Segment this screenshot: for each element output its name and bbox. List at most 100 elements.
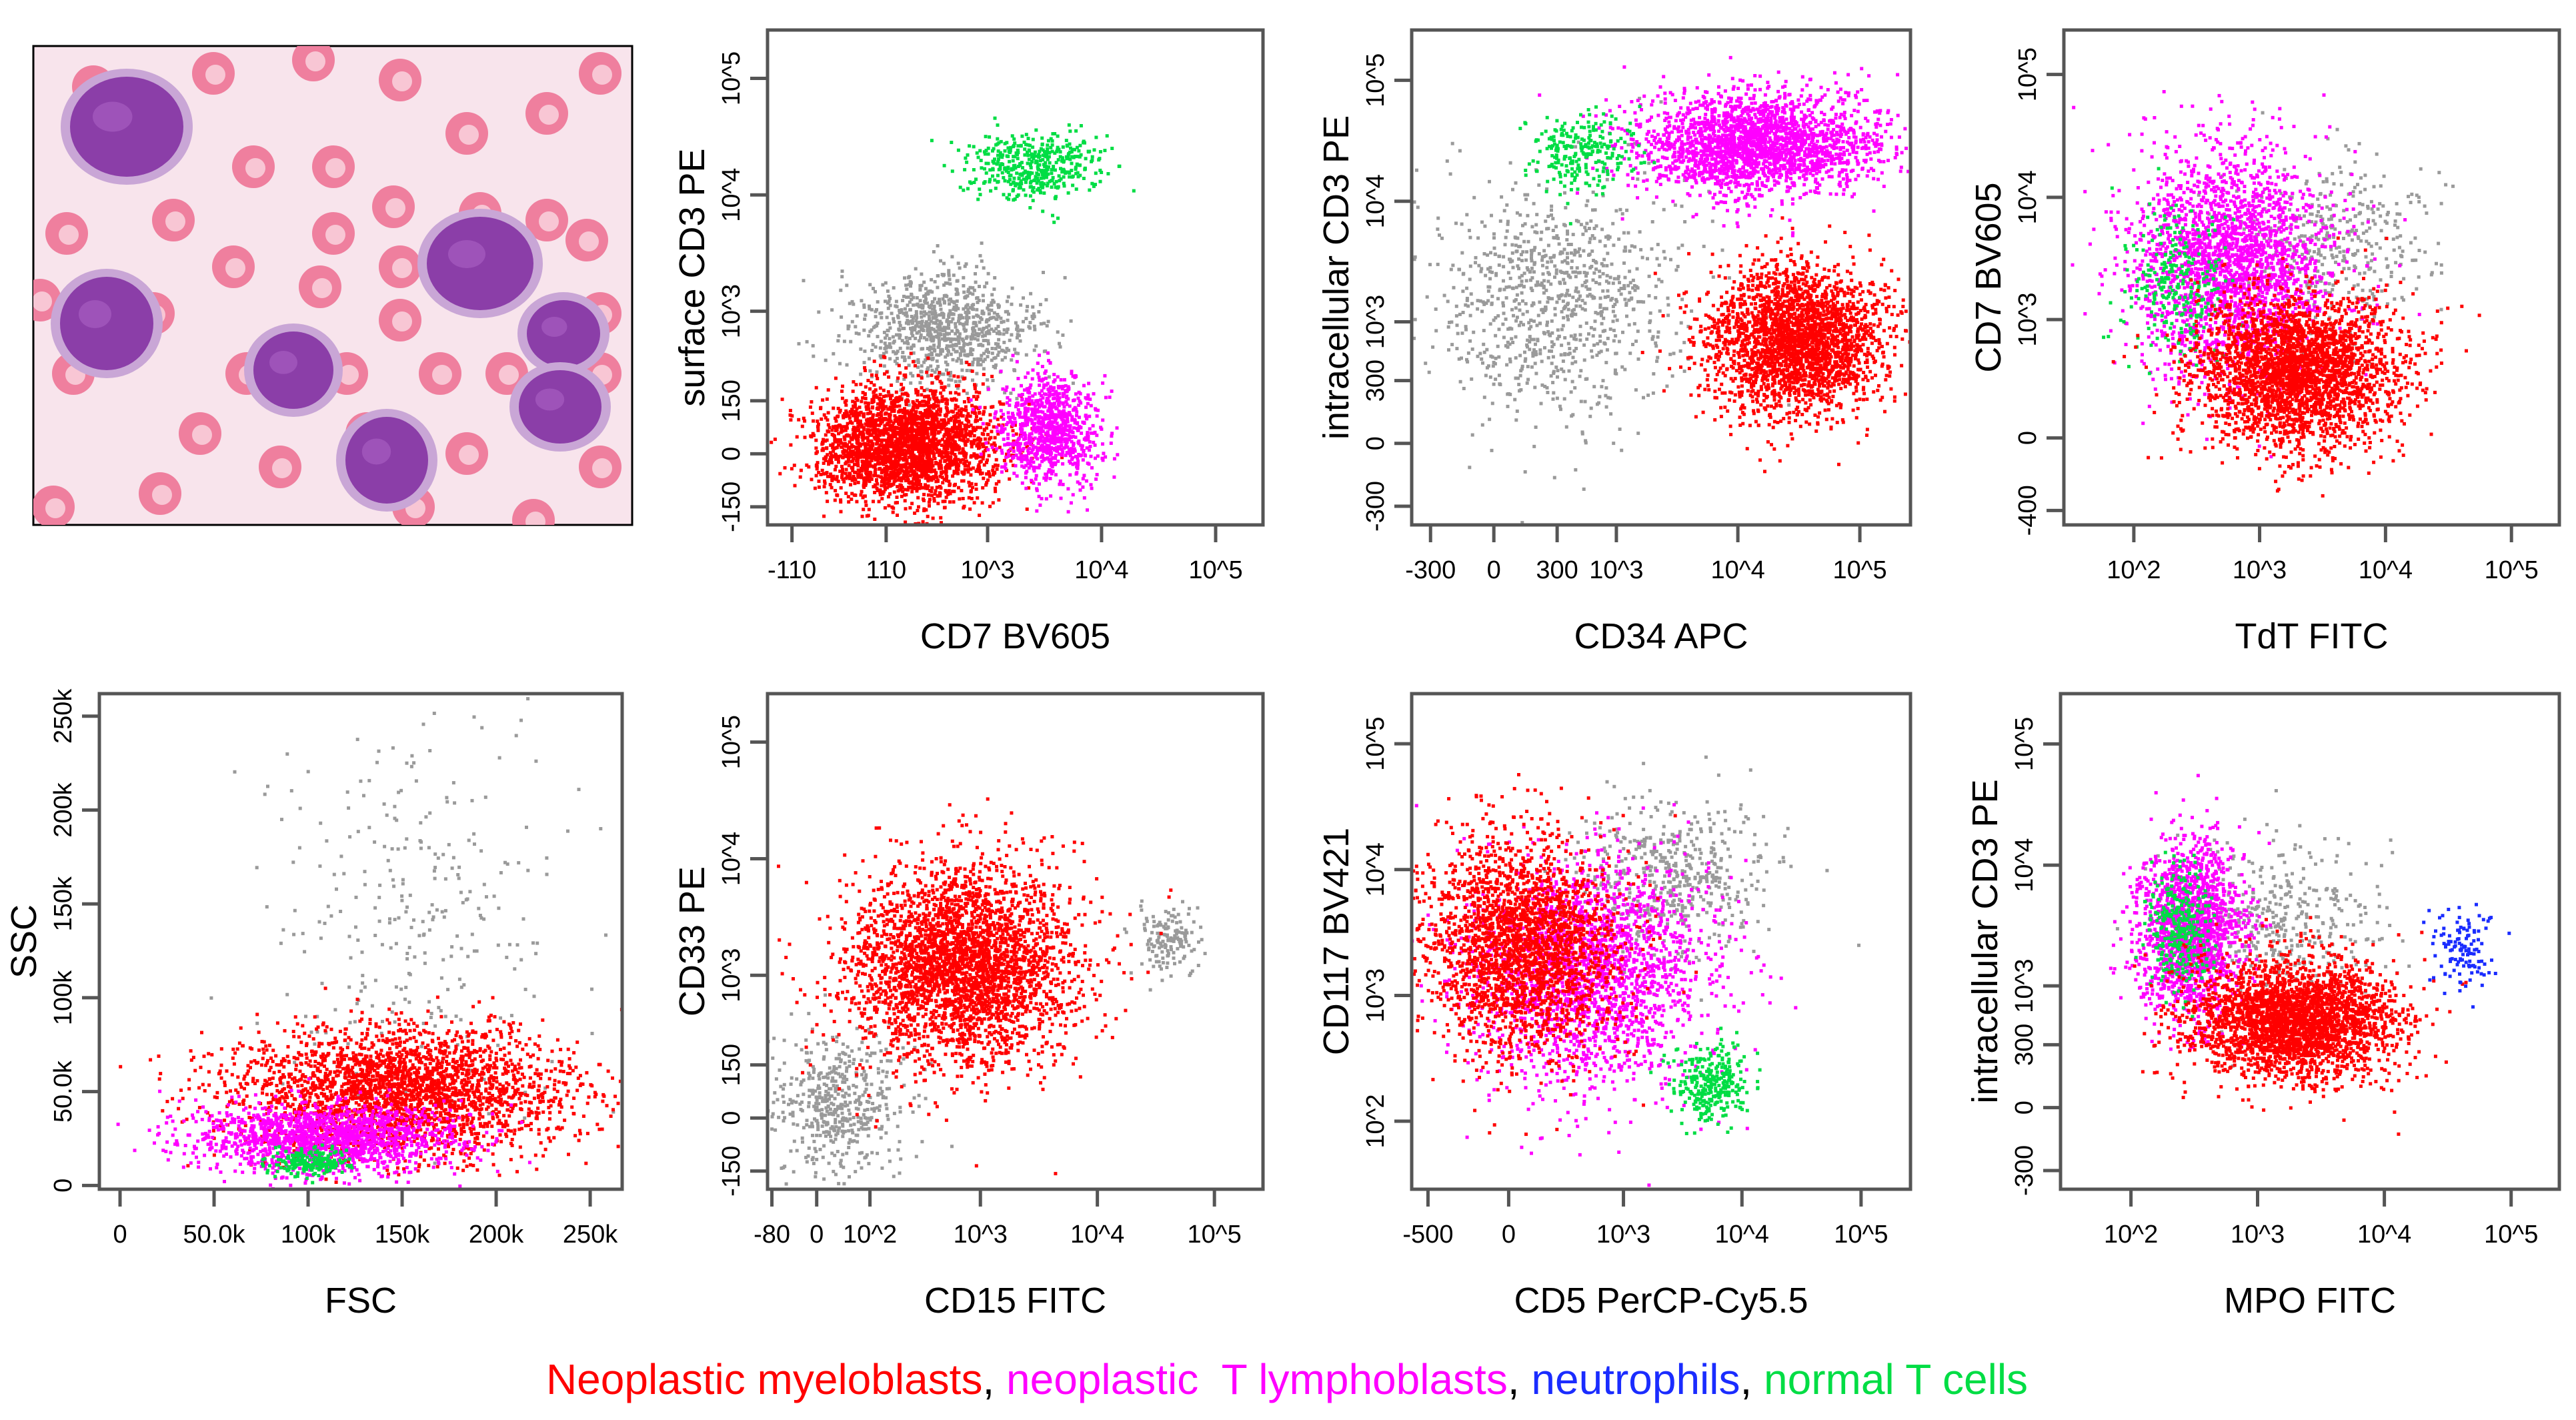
point-other (920, 364, 924, 368)
point-normal-t-cells (958, 185, 962, 189)
point-neoplastic-myeloblasts (922, 439, 925, 443)
point-neoplastic-myeloblasts (894, 458, 898, 462)
point-neoplastic-myeloblasts (850, 421, 854, 425)
point-other (993, 276, 997, 279)
point-neoplastic-myeloblasts (976, 444, 980, 448)
point-neoplastic-myeloblasts (820, 468, 824, 472)
point-neoplastic-myeloblasts (926, 463, 930, 467)
point-neoplastic-myeloblasts (880, 440, 884, 444)
point-neoplastic-myeloblasts (888, 458, 892, 462)
point-other (960, 368, 964, 372)
point-neoplastic-myeloblasts (907, 470, 911, 474)
point-neoplastic-t-lymphoblasts (1074, 407, 1078, 411)
point-other (920, 347, 924, 351)
point-neoplastic-myeloblasts (832, 449, 836, 453)
point-neoplastic-myeloblasts (900, 382, 904, 386)
point-normal-t-cells (1075, 145, 1079, 149)
point-normal-t-cells (1031, 145, 1035, 149)
point-neoplastic-t-lymphoblasts (1036, 448, 1040, 451)
point-neoplastic-myeloblasts (930, 463, 934, 467)
point-other (979, 363, 983, 367)
point-neoplastic-t-lymphoblasts (1034, 404, 1038, 408)
point-neoplastic-myeloblasts (976, 496, 980, 500)
point-neoplastic-myeloblasts (989, 436, 993, 440)
point-neoplastic-myeloblasts (880, 414, 884, 418)
point-neoplastic-myeloblasts (944, 496, 948, 500)
point-other (974, 323, 978, 327)
point-neoplastic-t-lymphoblasts (1053, 402, 1057, 406)
point-neoplastic-myeloblasts (858, 455, 862, 459)
point-neoplastic-myeloblasts (862, 508, 866, 512)
point-neoplastic-myeloblasts (936, 502, 940, 506)
point-neoplastic-t-lymphoblasts (986, 388, 990, 391)
point-neoplastic-myeloblasts (964, 418, 968, 422)
point-neoplastic-t-lymphoblasts (1038, 384, 1042, 388)
point-neoplastic-myeloblasts (856, 434, 860, 438)
point-neoplastic-myeloblasts (948, 391, 952, 395)
point-normal-t-cells (1094, 171, 1098, 175)
point-neoplastic-myeloblasts (874, 455, 878, 459)
point-other (870, 349, 874, 352)
point-other (898, 336, 902, 340)
point-neoplastic-myeloblasts (839, 510, 843, 514)
point-neoplastic-t-lymphoblasts (1094, 477, 1098, 481)
point-neoplastic-myeloblasts (976, 395, 980, 399)
point-neoplastic-t-lymphoblasts (1029, 383, 1033, 387)
point-normal-t-cells (976, 197, 980, 201)
point-neoplastic-myeloblasts (906, 446, 910, 450)
point-neoplastic-myeloblasts (969, 473, 973, 477)
point-other (912, 351, 916, 355)
point-other (884, 299, 887, 303)
point-neoplastic-myeloblasts (895, 404, 898, 408)
point-neoplastic-myeloblasts (856, 468, 860, 472)
point-other (1008, 338, 1012, 342)
point-other (930, 326, 934, 330)
point-neoplastic-t-lymphoblasts (1110, 434, 1114, 438)
point-neoplastic-myeloblasts (848, 472, 852, 476)
point-neoplastic-myeloblasts (848, 440, 852, 444)
point-neoplastic-t-lymphoblasts (1019, 425, 1023, 429)
point-normal-t-cells (1067, 170, 1071, 174)
point-neoplastic-myeloblasts (797, 418, 801, 422)
point-neoplastic-t-lymphoblasts (993, 416, 997, 420)
point-neoplastic-myeloblasts (952, 415, 956, 419)
point-normal-t-cells (1002, 193, 1006, 197)
point-neoplastic-t-lymphoblasts (1080, 444, 1084, 448)
point-neoplastic-myeloblasts (921, 454, 925, 458)
point-other (1042, 271, 1045, 274)
point-neoplastic-myeloblasts (988, 472, 992, 476)
point-normal-t-cells (1018, 186, 1022, 190)
point-neoplastic-myeloblasts (930, 404, 934, 408)
point-other (935, 368, 939, 372)
point-neoplastic-myeloblasts (880, 450, 884, 454)
point-other (936, 325, 940, 329)
point-neoplastic-myeloblasts (966, 470, 970, 474)
point-neoplastic-myeloblasts (924, 436, 928, 440)
point-neoplastic-myeloblasts (996, 418, 1000, 422)
point-neoplastic-t-lymphoblasts (1082, 496, 1086, 500)
point-neoplastic-myeloblasts (952, 490, 956, 494)
point-neoplastic-myeloblasts (882, 355, 886, 359)
point-neoplastic-myeloblasts (828, 474, 832, 478)
point-neoplastic-myeloblasts (826, 423, 830, 427)
point-neoplastic-myeloblasts (936, 440, 940, 444)
point-neoplastic-myeloblasts (843, 438, 847, 442)
point-neoplastic-myeloblasts (856, 462, 860, 465)
point-neoplastic-myeloblasts (986, 433, 990, 437)
point-other (930, 290, 934, 294)
point-normal-t-cells (1034, 175, 1038, 179)
point-neoplastic-myeloblasts (906, 488, 910, 492)
point-other (968, 291, 972, 295)
point-neoplastic-myeloblasts (883, 412, 887, 416)
point-normal-t-cells (1078, 143, 1082, 147)
point-neoplastic-t-lymphoblasts (1071, 462, 1075, 466)
point-other (942, 261, 946, 265)
point-other (964, 328, 968, 332)
point-neoplastic-myeloblasts (860, 476, 864, 480)
point-neoplastic-t-lymphoblasts (1045, 401, 1049, 405)
red-blood-cell-pallor (225, 258, 245, 278)
y-tick-label: 10^3 (718, 284, 746, 338)
point-neoplastic-t-lymphoblasts (1035, 487, 1039, 491)
point-other (978, 320, 982, 324)
point-normal-t-cells (1029, 179, 1033, 183)
